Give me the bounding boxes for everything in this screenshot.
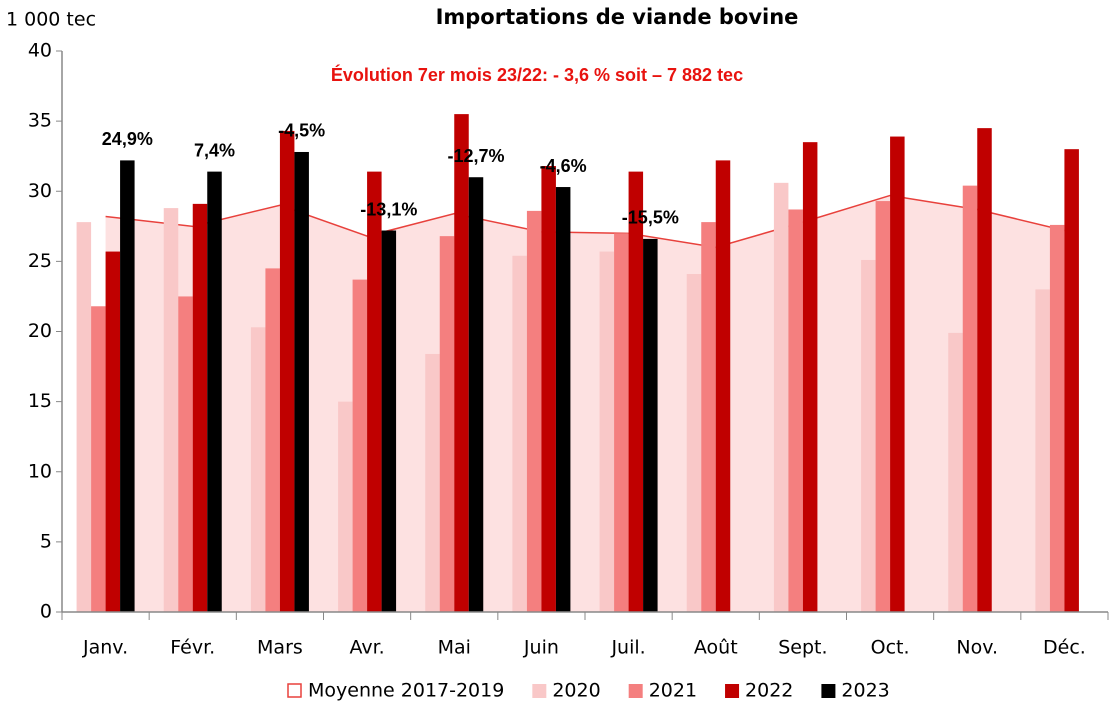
bar [788,209,803,613]
data-annotation: -4,6% [540,156,587,176]
bar [715,160,731,612]
bar [686,273,702,612]
bar [352,279,368,612]
legend-swatch [628,684,643,698]
data-annotation: -12,7% [447,146,504,166]
bar [861,259,876,612]
bar [250,327,266,612]
x-tick-label: Nov. [956,637,998,659]
x-tick-label: Févr. [170,637,215,659]
bar [526,210,542,612]
bar [468,177,484,612]
legend-swatch [532,684,547,698]
bar [265,268,280,612]
y-tick-label: 15 [28,390,52,412]
data-annotation: -13,1% [360,199,417,219]
bar [977,128,992,612]
bar [643,238,658,612]
y-tick-label: 10 [28,460,52,482]
x-tick-label: Juil. [610,637,645,659]
bar [439,236,455,612]
bar [381,230,397,612]
x-tick-label: Mars [257,637,303,659]
data-annotation: -15,5% [622,208,679,228]
chart-title: Importations de viande bovine [436,5,799,29]
bar [76,222,92,613]
legend-label: 2020 [552,680,600,702]
data-annotation: 24,9% [102,129,153,149]
area-line [105,194,1065,249]
x-tick-label: Déc. [1043,637,1086,659]
bar [91,306,106,612]
x-tick-label: Août [694,637,738,659]
bar [163,208,179,612]
bar [207,171,222,613]
x-tick-label: Juin [523,637,559,659]
legend-label: 2023 [841,680,889,702]
legend-label: 2022 [745,680,793,702]
bar [178,296,193,612]
bar [105,251,121,612]
y-tick-label: 35 [28,110,52,132]
bar [279,130,295,612]
bar [541,166,556,612]
legend-label: 2021 [649,680,697,702]
x-tick-label: Mai [438,637,471,659]
bar [948,332,963,612]
bar [1064,149,1079,613]
y-tick-label: 5 [40,530,52,552]
y-tick-label: 40 [28,40,52,62]
bar [1035,289,1050,612]
legend-swatch [287,683,302,698]
bar [120,160,135,612]
bar [192,203,208,612]
y-tick-label: 0 [40,601,52,623]
bar [773,182,789,612]
bar [555,187,571,613]
bar [294,151,309,613]
bar [890,136,905,613]
bar [1049,224,1065,612]
y-tick-label: 20 [28,320,52,342]
data-annotation: 7,4% [194,140,235,160]
y-tick-label: 25 [28,250,52,272]
bar [512,255,527,612]
data-annotation: -4,5% [278,121,325,141]
bar [367,171,382,613]
legend-swatch [821,684,836,698]
x-tick-label: Avr. [349,637,384,659]
bar [802,142,818,612]
bar [338,401,353,612]
bar [454,114,469,613]
chart-subtitle: Évolution 7er mois 23/22: - 3,6 % soit –… [331,64,743,85]
legend-swatch [725,684,740,698]
y-axis-label: 1 000 tec [6,9,96,31]
bar [614,233,629,612]
y-tick-label: 30 [28,180,52,202]
x-tick-label: Janv. [82,637,128,659]
bar [701,222,716,613]
bar [599,251,615,612]
bar [875,201,891,612]
legend-label: Moyenne 2017-2019 [308,680,504,702]
bar [425,353,440,612]
bar [962,185,978,612]
x-tick-label: Oct. [871,637,910,659]
bar [628,171,644,613]
x-tick-label: Sept. [778,637,827,659]
area [105,195,1065,612]
